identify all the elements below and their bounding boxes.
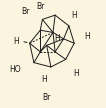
Text: HO: HO bbox=[9, 65, 21, 74]
Text: Br: Br bbox=[42, 93, 51, 102]
Text: Br: Br bbox=[21, 7, 30, 16]
Text: Br: Br bbox=[36, 2, 45, 11]
Text: H: H bbox=[13, 37, 19, 46]
Text: H: H bbox=[73, 69, 79, 78]
Text: H: H bbox=[42, 75, 47, 84]
Text: H: H bbox=[71, 11, 77, 20]
Text: H: H bbox=[84, 32, 90, 41]
Text: H: H bbox=[54, 34, 60, 43]
